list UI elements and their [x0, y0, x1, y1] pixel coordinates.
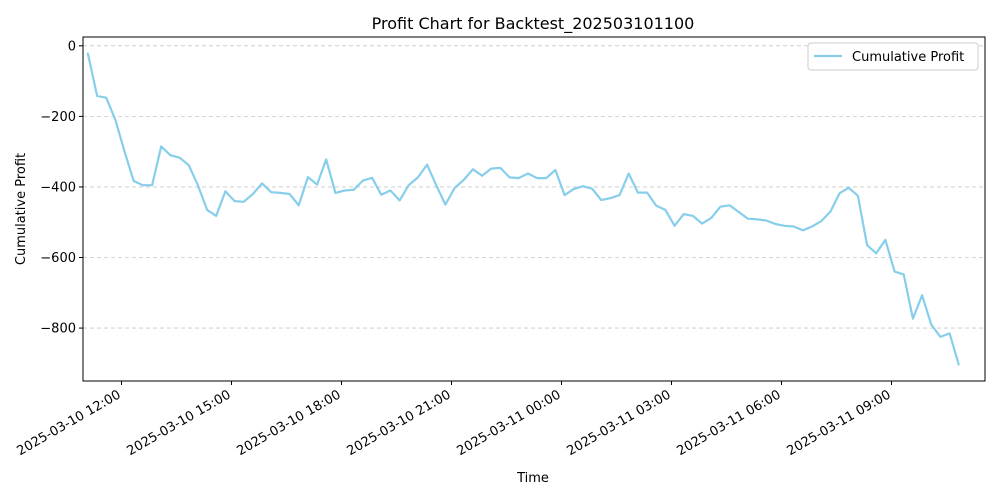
y-axis-label: Cumulative Profit	[14, 153, 29, 265]
series-line-cumulative-profit	[86, 52, 960, 366]
y-tick-label: −200	[40, 110, 76, 125]
y-tick-label: −600	[40, 251, 76, 266]
series-layer	[86, 52, 960, 366]
x-axis-label: Time	[516, 471, 549, 486]
chart-title: Profit Chart for Backtest_202503101100	[372, 14, 695, 34]
y-tick-label: −800	[40, 322, 76, 337]
legend-box	[807, 42, 979, 71]
y-tick-label: −400	[40, 180, 76, 195]
y-tick-label: 0	[68, 39, 76, 54]
y-axis: 0 −200 −400 −600 −800	[40, 39, 83, 337]
legend-label: Cumulative Profit	[852, 50, 964, 65]
plot-frame	[82, 36, 986, 382]
legend: Cumulative Profit	[807, 42, 979, 71]
